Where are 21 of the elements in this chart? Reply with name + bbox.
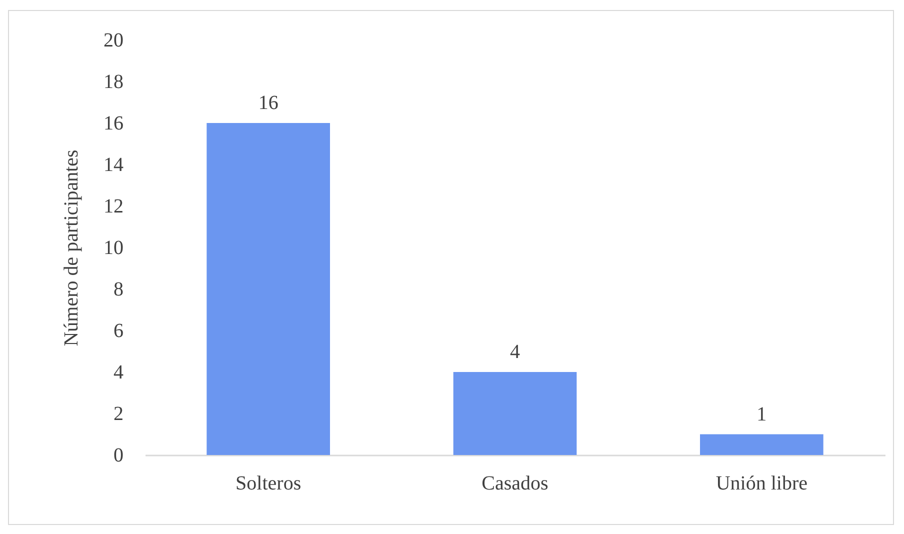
y-tick-label: 14 bbox=[104, 154, 124, 176]
bar bbox=[453, 372, 577, 455]
x-tick-label: Casados bbox=[482, 472, 549, 494]
y-tick-label: 20 bbox=[104, 30, 124, 52]
bar bbox=[206, 123, 330, 455]
y-tick-label: 4 bbox=[114, 362, 124, 384]
x-tick-label: Unión libre bbox=[716, 472, 808, 494]
data-label: 1 bbox=[756, 403, 767, 426]
y-tick-label: 16 bbox=[104, 112, 124, 134]
data-label: 4 bbox=[510, 341, 520, 363]
y-tick-label: 12 bbox=[104, 196, 124, 218]
bar bbox=[700, 434, 824, 455]
y-tick-label: 2 bbox=[114, 403, 124, 425]
y-tick-label: 6 bbox=[114, 320, 124, 342]
y-axis-title: Número de participantes bbox=[60, 149, 82, 346]
y-tick-label: 10 bbox=[104, 237, 124, 259]
data-label: 16 bbox=[258, 92, 278, 114]
x-tick-label: Solteros bbox=[236, 472, 302, 494]
y-tick-label: 18 bbox=[104, 71, 124, 93]
y-tick-label: 0 bbox=[114, 444, 124, 466]
y-tick-label: 8 bbox=[114, 278, 124, 300]
